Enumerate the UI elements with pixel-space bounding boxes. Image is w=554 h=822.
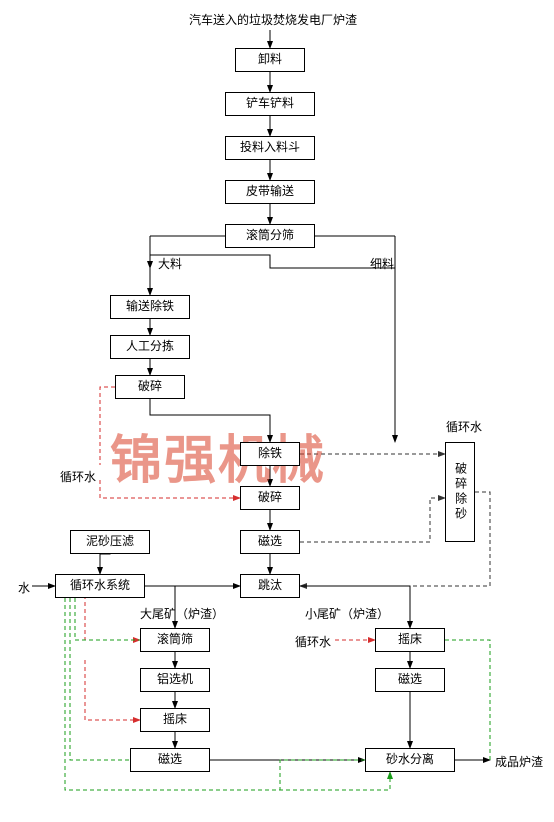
label-shui: 水: [18, 579, 30, 596]
node-title: 汽车送入的垃圾焚烧发电厂炉渣: [178, 12, 368, 30]
node-rgfj: 人工分拣: [110, 335, 190, 359]
label-dl: 大料: [158, 255, 182, 272]
node-xl: 卸料: [235, 48, 305, 72]
label-dwk: 大尾矿（炉渣）: [140, 605, 224, 622]
node-cx: 磁选: [240, 530, 300, 554]
node-gts: 滚筒筛: [140, 628, 210, 652]
node-ssct: 输送除铁: [110, 295, 190, 319]
node-ccl: 铲车铲料: [225, 92, 315, 116]
label-xl2: 细料: [370, 255, 394, 272]
node-nsyl: 泥砂压滤: [70, 530, 150, 554]
node-pdss: 皮带输送: [225, 180, 315, 204]
node-sfl: 砂水分离: [365, 748, 455, 772]
label-cplz: 成品炉渣: [495, 753, 543, 770]
label-xhs1: 循环水: [446, 418, 482, 435]
flowchart-canvas: 锦强机械 汽车送入的垃圾焚烧发电厂炉渣卸料铲车铲料投料入料斗皮带输送滚筒分筛输送…: [0, 0, 554, 822]
edge-35: [85, 660, 140, 720]
edge-8: [150, 255, 395, 268]
label-xhs3: 循环水: [295, 633, 331, 650]
node-pscs: 破碎除砂: [445, 442, 475, 542]
edge-37: [65, 598, 390, 790]
node-ct: 除铁: [240, 442, 300, 466]
node-tllr: 投料入料斗: [225, 136, 315, 160]
node-xhs: 循环水系统: [55, 574, 145, 598]
node-gtfs: 滚筒分筛: [225, 224, 315, 248]
label-xwk: 小尾矿（炉渣）: [305, 605, 389, 622]
edge-18: [300, 498, 445, 542]
label-xhs2: 循环水: [60, 468, 96, 485]
node-lxj: 铝选机: [140, 668, 210, 692]
node-tt: 跳汰: [240, 574, 300, 598]
node-ps1: 破碎: [115, 375, 185, 399]
node-yc1: 摇床: [140, 708, 210, 732]
node-cx2: 磁选: [130, 748, 210, 772]
node-yc2: 摇床: [375, 628, 445, 652]
node-ps2: 破碎: [240, 486, 300, 510]
edges-layer: [0, 0, 554, 822]
edge-39: [75, 598, 140, 640]
node-cx3: 磁选: [375, 668, 445, 692]
edge-40: [280, 760, 365, 790]
edge-41: [445, 640, 490, 760]
edge-38: [70, 598, 130, 760]
